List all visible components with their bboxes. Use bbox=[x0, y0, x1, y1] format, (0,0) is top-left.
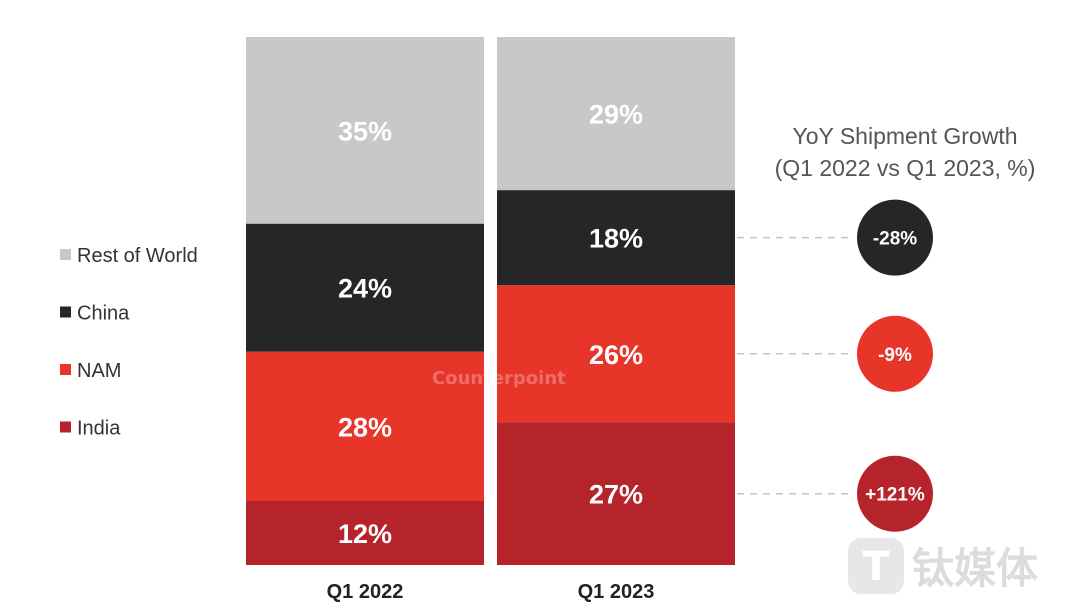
legend-label-nam: NAM bbox=[77, 360, 121, 382]
data-label-india-q1-2022: 12% bbox=[338, 519, 392, 549]
bar-segment-rest-of-world-q1-2023 bbox=[497, 37, 735, 191]
legend-label-china: China bbox=[77, 303, 130, 325]
data-label-china-q1-2023: 18% bbox=[589, 224, 643, 254]
data-label-nam-q1-2023: 26% bbox=[589, 340, 643, 370]
bar-segment-india-q1-2023 bbox=[497, 422, 735, 565]
yoy-title-line1: YoY Shipment Growth bbox=[792, 123, 1017, 149]
tmtpost-logo-icon bbox=[848, 538, 904, 594]
growth-badge-china bbox=[857, 199, 933, 276]
growth-badge-nam bbox=[857, 315, 933, 392]
growth-label-china: -28% bbox=[873, 229, 917, 250]
bars-layer: 12% 28% 24% 35% 27% 26% 18% 29% bbox=[246, 37, 735, 565]
legend-label-rest-of-world: Rest of World bbox=[77, 245, 198, 267]
bar-segment-nam-q1-2023 bbox=[497, 285, 735, 423]
legend-swatch-china bbox=[60, 306, 71, 318]
bar-segment-nam-q1-2022 bbox=[246, 351, 484, 501]
bar-segment-china-q1-2023 bbox=[497, 190, 735, 286]
bar-segment-india-q1-2022 bbox=[246, 501, 484, 565]
tmtpost-watermark-text: 钛媒体 bbox=[912, 544, 1038, 593]
category-labels: Q1 2022 Q1 2023 bbox=[327, 581, 655, 603]
watermarks: Counterpoint T 钛媒体 bbox=[393, 362, 1038, 594]
bar-segment-china-q1-2022 bbox=[246, 223, 484, 352]
yoy-title-line2: (Q1 2022 vs Q1 2023, %) bbox=[775, 155, 1036, 181]
legend-swatch-india bbox=[60, 421, 71, 433]
legend-label-india: India bbox=[77, 418, 121, 440]
counterpoint-watermark-text: Counterpoint bbox=[432, 368, 566, 389]
tmtpost-logo-letter: T bbox=[862, 544, 890, 590]
bar-segment-rest-of-world-q1-2022 bbox=[246, 37, 484, 224]
legend: Rest of World China NAM India bbox=[60, 245, 198, 440]
category-label-q1-2022: Q1 2022 bbox=[327, 581, 404, 603]
data-label-rest-of-world-q1-2023: 29% bbox=[589, 100, 643, 130]
growth-badge-india bbox=[857, 455, 933, 532]
data-label-nam-q1-2022: 28% bbox=[338, 412, 392, 442]
tmtpost-watermark: T 钛媒体 bbox=[848, 538, 1038, 594]
yoy-growth-panel: YoY Shipment Growth (Q1 2022 vs Q1 2023,… bbox=[737, 123, 1035, 532]
legend-swatch-rest-of-world bbox=[60, 249, 71, 260]
category-label-q1-2023: Q1 2023 bbox=[578, 581, 655, 603]
data-label-china-q1-2022: 24% bbox=[338, 274, 392, 304]
legend-swatch-nam bbox=[60, 364, 71, 375]
growth-label-nam: -9% bbox=[878, 345, 912, 366]
data-label-india-q1-2023: 27% bbox=[589, 480, 643, 510]
growth-label-india: +121% bbox=[865, 485, 925, 506]
counterpoint-watermark: Counterpoint bbox=[393, 362, 566, 392]
data-label-rest-of-world-q1-2022: 35% bbox=[338, 116, 392, 146]
